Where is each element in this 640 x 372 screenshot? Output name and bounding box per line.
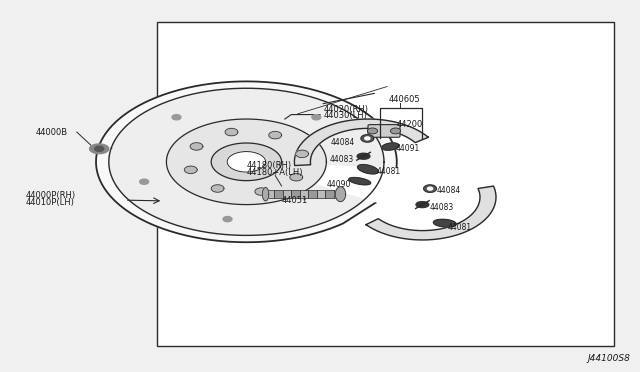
Polygon shape <box>312 115 321 120</box>
Text: 44091: 44091 <box>396 144 420 153</box>
Text: 44081: 44081 <box>448 223 472 232</box>
Polygon shape <box>90 144 109 154</box>
Text: 44083: 44083 <box>430 203 454 212</box>
Polygon shape <box>262 187 269 201</box>
Polygon shape <box>416 202 429 208</box>
Polygon shape <box>225 128 238 136</box>
Polygon shape <box>358 165 378 174</box>
Polygon shape <box>184 166 197 173</box>
Text: 44010P(LH): 44010P(LH) <box>26 198 74 207</box>
Polygon shape <box>349 177 371 185</box>
Text: 44000B: 44000B <box>35 128 67 137</box>
Bar <box>334 190 342 198</box>
Polygon shape <box>269 131 282 139</box>
Polygon shape <box>96 81 397 242</box>
Bar <box>157 22 614 346</box>
Polygon shape <box>357 153 370 159</box>
Polygon shape <box>365 137 370 140</box>
Bar <box>283 190 291 198</box>
Bar <box>291 190 300 198</box>
Text: 44084: 44084 <box>437 186 461 195</box>
Text: 44030(LH): 44030(LH) <box>323 111 367 120</box>
Text: 44084: 44084 <box>330 138 355 147</box>
Bar <box>266 190 274 198</box>
Polygon shape <box>433 219 456 227</box>
Polygon shape <box>140 179 148 184</box>
Text: 44000P(RH): 44000P(RH) <box>26 191 76 200</box>
Bar <box>308 190 317 198</box>
Bar <box>317 190 325 198</box>
Bar <box>274 190 283 198</box>
Polygon shape <box>424 185 436 192</box>
Text: 44200: 44200 <box>397 120 423 129</box>
Polygon shape <box>227 151 266 172</box>
Polygon shape <box>296 150 308 158</box>
Polygon shape <box>190 143 203 150</box>
Polygon shape <box>211 143 282 181</box>
Text: 44090: 44090 <box>326 180 351 189</box>
FancyBboxPatch shape <box>368 125 400 137</box>
Polygon shape <box>290 173 303 181</box>
Text: 44180+A(LH): 44180+A(LH) <box>246 168 303 177</box>
Polygon shape <box>428 187 433 190</box>
Polygon shape <box>381 143 399 150</box>
Polygon shape <box>166 119 326 205</box>
Polygon shape <box>366 186 496 240</box>
Text: J44100S8: J44100S8 <box>588 354 630 363</box>
Polygon shape <box>211 185 224 192</box>
Polygon shape <box>95 146 104 151</box>
Polygon shape <box>361 135 374 142</box>
Polygon shape <box>172 115 181 120</box>
Bar <box>325 190 334 198</box>
Polygon shape <box>109 88 384 235</box>
Polygon shape <box>335 187 346 202</box>
Text: 44081: 44081 <box>376 167 401 176</box>
Text: 44020(RH): 44020(RH) <box>323 105 368 113</box>
Text: 44180(RH): 44180(RH) <box>246 161 292 170</box>
Circle shape <box>390 128 401 134</box>
Polygon shape <box>255 188 268 195</box>
Text: 44051: 44051 <box>281 196 308 205</box>
Circle shape <box>367 128 378 134</box>
Polygon shape <box>223 217 232 222</box>
Polygon shape <box>246 162 399 203</box>
Polygon shape <box>294 119 428 166</box>
Text: 44083: 44083 <box>330 155 354 164</box>
Text: 440605: 440605 <box>389 95 420 104</box>
Bar <box>300 190 308 198</box>
